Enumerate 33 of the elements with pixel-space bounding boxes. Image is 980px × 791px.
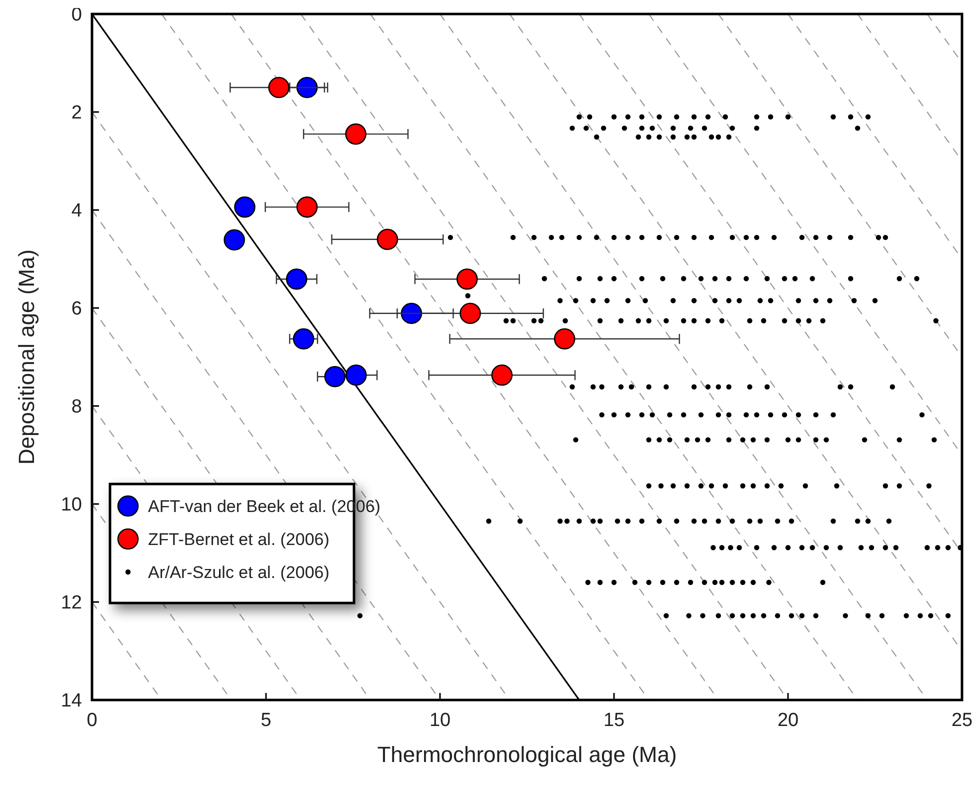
y-axis-title: Depositional age (Ma) <box>14 249 39 465</box>
x-tick-label: 20 <box>777 710 799 731</box>
y-tick-label: 14 <box>60 690 82 712</box>
y-tick-label: 8 <box>71 396 82 418</box>
point <box>491 364 513 386</box>
point <box>460 302 481 324</box>
point <box>292 328 314 350</box>
y-tick-label: 10 <box>60 494 82 516</box>
point <box>400 302 422 324</box>
x-tick-label: 5 <box>260 710 272 731</box>
x-tick-label: 15 <box>603 710 625 731</box>
x-tick-label: 10 <box>429 710 451 731</box>
point <box>324 366 346 388</box>
point <box>234 196 256 218</box>
x-tick-label: 25 <box>951 710 973 731</box>
point <box>296 76 318 98</box>
point <box>345 364 367 386</box>
point <box>296 196 318 218</box>
legend-label: ZFT-Bernet et al. (2006) <box>148 530 330 549</box>
point <box>456 268 478 290</box>
point <box>268 76 290 98</box>
y-tick-label: 4 <box>71 200 82 222</box>
point <box>345 123 366 145</box>
point <box>224 229 245 251</box>
y-tick-label: 6 <box>71 298 82 320</box>
y-tick-label: 12 <box>60 592 82 614</box>
y-tick-label: 2 <box>71 102 82 124</box>
point <box>554 328 576 350</box>
legend-label: Ar/Ar-Szulc et al. (2006) <box>148 562 330 582</box>
x-tick-label: 0 <box>86 710 98 731</box>
point <box>286 268 308 290</box>
x-axis-title: Thermochronological age (Ma) <box>377 742 677 767</box>
point <box>376 228 398 250</box>
